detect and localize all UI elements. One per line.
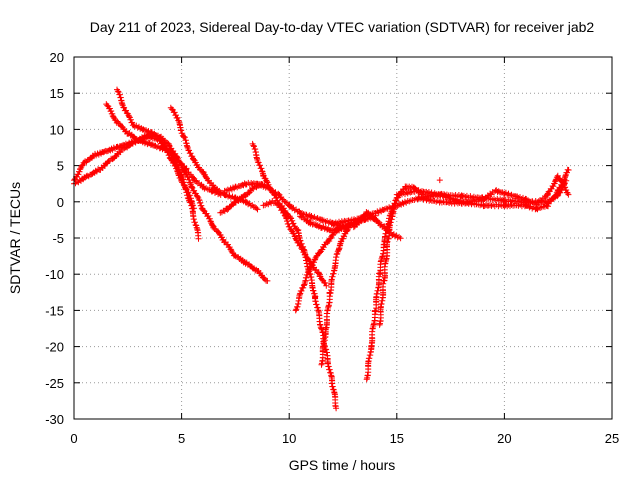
y-tick-label: 10 <box>50 122 64 137</box>
series-arc-2 <box>71 129 197 212</box>
y-axis-label: SDTVAR / TECUs <box>7 182 23 294</box>
series-arc-4 <box>114 86 224 198</box>
series-markers <box>393 166 572 213</box>
series-arc-14 <box>363 198 400 383</box>
y-tick-label: 20 <box>50 50 64 65</box>
x-tick-label: 5 <box>178 431 185 446</box>
x-axis-label: GPS time / hours <box>289 457 396 473</box>
chart-title: Day 211 of 2023, Sidereal Day-to-day VTE… <box>90 19 595 35</box>
y-tick-label: -10 <box>45 267 64 282</box>
y-tick-label: -25 <box>45 376 64 391</box>
series-arc-9 <box>260 198 340 412</box>
x-tick-label: 20 <box>497 431 511 446</box>
y-tick-label: 5 <box>57 159 64 174</box>
series-arc-5 <box>167 104 261 213</box>
series-arc-7 <box>217 181 266 216</box>
series-markers <box>167 104 261 213</box>
series-markers <box>415 172 572 208</box>
plot-frame <box>73 56 613 420</box>
x-tick-label: 0 <box>70 431 77 446</box>
x-tick-label: 10 <box>282 431 296 446</box>
series-markers <box>260 198 340 412</box>
series-markers <box>217 181 266 216</box>
series-arc-3 <box>103 101 271 284</box>
series-markers <box>103 101 271 284</box>
series-arc-18 <box>415 172 572 208</box>
series-markers <box>71 129 197 212</box>
y-tick-label: 15 <box>50 86 64 101</box>
y-tick-label: 0 <box>57 195 64 210</box>
x-tick-label: 25 <box>605 431 619 446</box>
y-tick-label: -15 <box>45 303 64 318</box>
axis-ticks: 0 5 10 15 20 25 -30 -25 -20 -15 -10 -5 0 5 10 15 20 <box>45 50 619 446</box>
series-point-1 <box>436 177 443 184</box>
series-markers <box>318 219 355 368</box>
x-tick-label: 15 <box>390 431 404 446</box>
series-arc-12 <box>318 219 355 368</box>
y-tick-label: -30 <box>45 412 64 427</box>
series-markers <box>114 86 224 198</box>
series-markers <box>436 177 443 184</box>
series-markers <box>363 198 400 383</box>
series-arc-17 <box>393 166 572 213</box>
data-points <box>71 86 572 412</box>
y-tick-label: -5 <box>52 231 64 246</box>
y-tick-label: -20 <box>45 340 64 355</box>
